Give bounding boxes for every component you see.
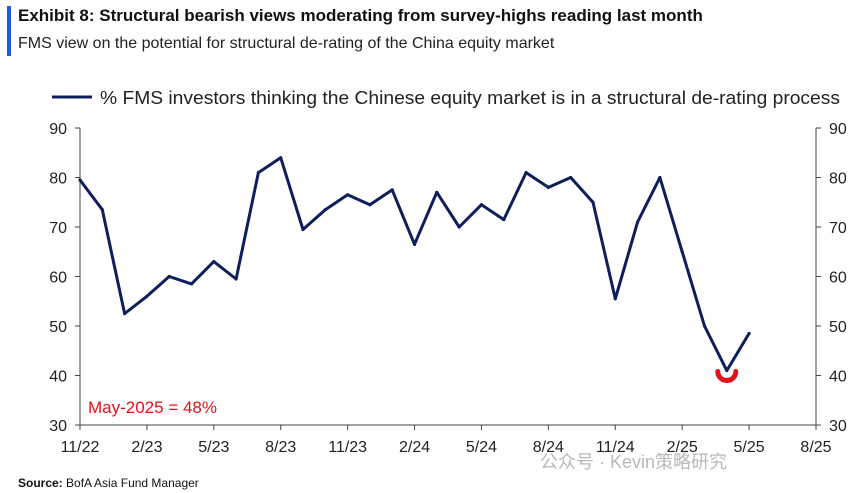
y-tick-label-left: 90 [49, 121, 67, 138]
data-point [234, 277, 238, 281]
y-tick-label-right: 80 [829, 171, 847, 188]
y-tick-label-right: 70 [829, 220, 847, 237]
y-tick-label-left: 30 [49, 418, 67, 435]
data-point [635, 220, 640, 224]
annotation-label: May-2025 = 48% [88, 398, 217, 417]
chart-subtitle: FMS view on the potential for structural… [18, 35, 555, 52]
data-point [390, 188, 394, 192]
y-tick-label-left: 40 [49, 369, 67, 386]
x-tick-label: 8/23 [265, 439, 296, 456]
source-label: Source: [18, 476, 63, 490]
x-tick-label: 11/22 [61, 439, 100, 456]
series-line [78, 156, 751, 373]
data-point [613, 297, 617, 301]
watermark: 公众号 · Kevin策略研究 [540, 452, 728, 472]
x-tick-label: 5/24 [466, 439, 497, 456]
x-tick-label: 5/23 [198, 439, 229, 456]
y-tick-label-right: 30 [829, 418, 847, 435]
y-tick-label-right: 60 [829, 270, 847, 287]
y-tick-label-right: 90 [829, 121, 847, 138]
x-tick-label: 11/24 [596, 439, 635, 456]
chart-title: Exhibit 8: Structural bearish views mode… [18, 6, 703, 25]
data-point [256, 170, 261, 175]
y-tick-label-left: 70 [49, 220, 67, 237]
data-point [747, 331, 751, 336]
data-point [212, 260, 216, 264]
data-point [167, 274, 171, 279]
data-point [346, 193, 350, 197]
data-point [502, 217, 506, 222]
data-point [323, 208, 327, 212]
data-point [78, 178, 82, 182]
data-point [100, 208, 104, 212]
y-tick-label-right: 40 [829, 369, 847, 386]
y-tick-label-left: 80 [49, 171, 67, 188]
data-point [457, 225, 461, 229]
data-point [368, 203, 372, 207]
data-point [725, 368, 729, 373]
legend-label: % FMS investors thinking the Chinese equ… [100, 87, 840, 108]
data-point [145, 294, 149, 298]
data-point [658, 175, 662, 180]
data-point [569, 175, 573, 180]
data-point [524, 170, 528, 175]
x-tick-label: 2/23 [131, 439, 162, 456]
y-tick-label-left: 50 [49, 319, 67, 336]
data-point [591, 200, 595, 204]
data-point [123, 312, 127, 316]
data-point [279, 156, 283, 160]
source-note: Source: BofA Asia Fund Manager [18, 476, 199, 490]
data-point [479, 203, 484, 207]
data-point [435, 190, 439, 194]
data-point [301, 227, 305, 232]
data-point [546, 185, 550, 189]
x-tick-label: 8/24 [533, 439, 564, 456]
source-text: BofA Asia Fund Manager [66, 476, 199, 490]
x-tick-label: 2/25 [667, 439, 698, 456]
data-point [702, 324, 707, 328]
data-point [189, 282, 194, 286]
y-tick-label-left: 60 [49, 270, 67, 287]
data-point [412, 242, 417, 246]
x-tick-label: 11/23 [328, 439, 367, 456]
data-point [680, 250, 684, 254]
x-tick-label: 2/24 [399, 439, 430, 456]
y-tick-label-right: 50 [829, 319, 847, 336]
x-tick-label: 8/25 [800, 439, 831, 456]
trough-highlight-arc [715, 369, 739, 384]
title-accent-bar [7, 6, 11, 56]
x-tick-label: 5/25 [734, 439, 765, 456]
